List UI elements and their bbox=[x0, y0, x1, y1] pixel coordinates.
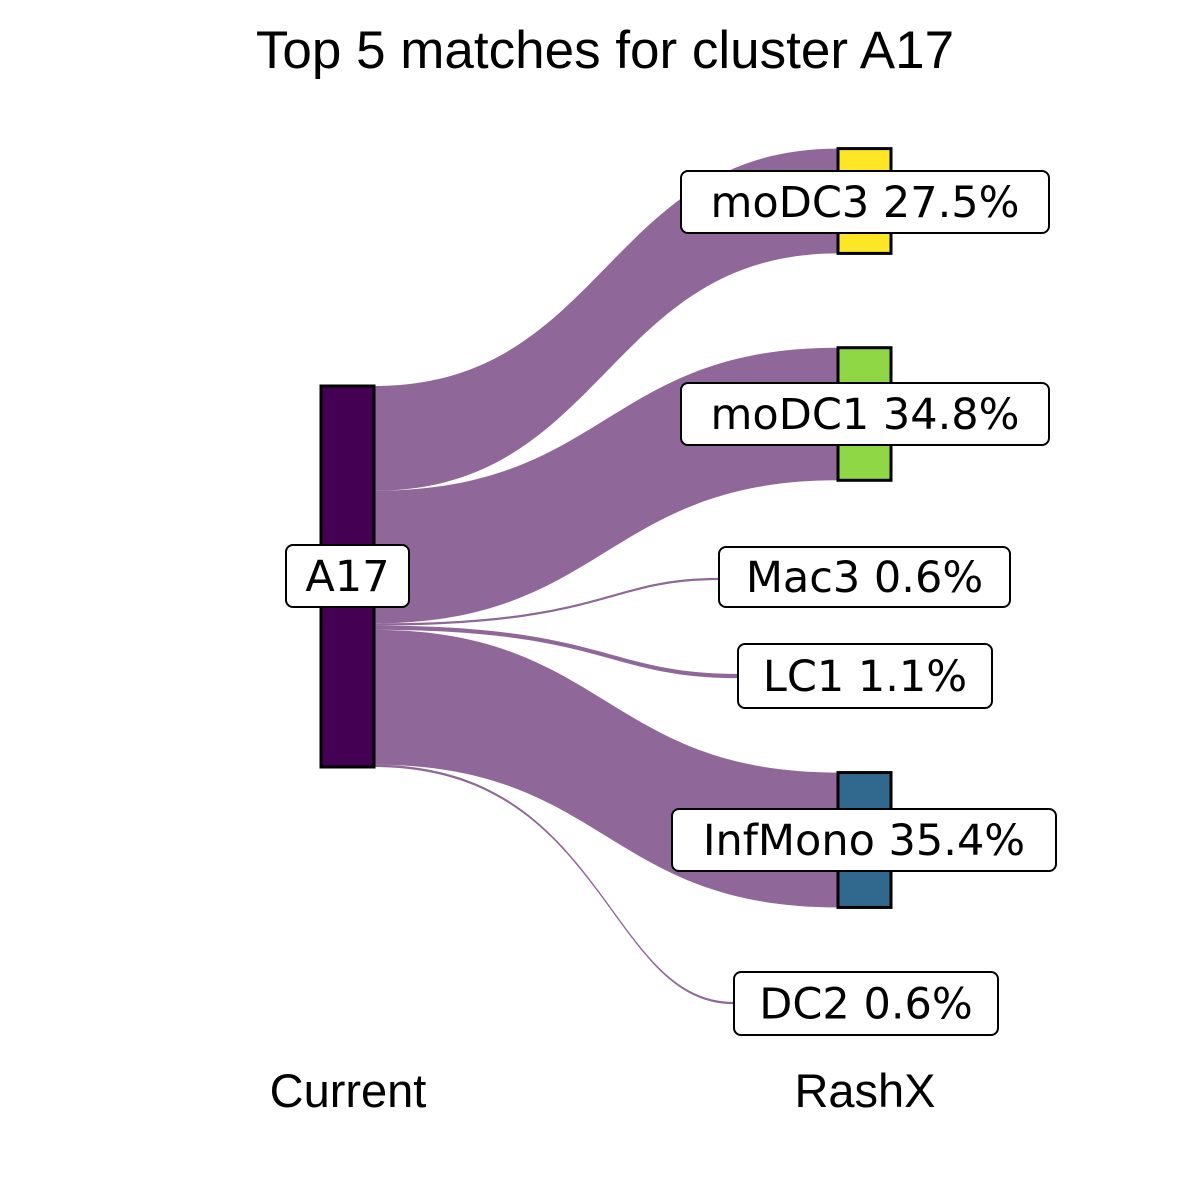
flow-mac3 bbox=[374, 577, 719, 626]
label-text-dc2: DC2 0.6% bbox=[759, 980, 972, 1030]
label-modc3: moDC3 27.5% bbox=[680, 170, 1050, 234]
label-box-modc1 bbox=[680, 382, 1050, 446]
label-text-lc1: LC1 1.1% bbox=[763, 652, 967, 702]
label-text-mac3: Mac3 0.6% bbox=[746, 553, 983, 603]
label-box-a17 bbox=[285, 544, 410, 608]
label-infmono: InfMono 35.4% bbox=[671, 808, 1057, 872]
label-text-infmono: InfMono 35.4% bbox=[703, 816, 1025, 866]
flow-modc3 bbox=[374, 148, 838, 491]
label-box-dc2 bbox=[733, 971, 999, 1036]
label-box-modc3 bbox=[680, 170, 1050, 234]
label-a17: A17 bbox=[285, 544, 410, 608]
label-dc2: DC2 0.6% bbox=[733, 971, 999, 1036]
flow-lc1 bbox=[374, 625, 738, 679]
label-layer: A17 moDC3 27.5% moDC1 34.8% Mac3 0.6% LC1 1.… bbox=[285, 170, 1057, 1036]
label-mac3: Mac3 0.6% bbox=[718, 546, 1011, 608]
axis-label-right: RashX bbox=[794, 1064, 935, 1117]
label-box-lc1 bbox=[737, 643, 993, 709]
axis-label-left: Current bbox=[270, 1064, 427, 1117]
label-text-a17: A17 bbox=[305, 552, 389, 602]
label-text-modc1: moDC1 34.8% bbox=[711, 390, 1020, 440]
label-lc1: LC1 1.1% bbox=[737, 643, 993, 709]
label-box-infmono bbox=[671, 808, 1057, 872]
label-text-modc3: moDC3 27.5% bbox=[711, 178, 1020, 228]
chart-title: Top 5 matches for cluster A17 bbox=[256, 21, 954, 80]
label-box-mac3 bbox=[718, 546, 1011, 608]
label-modc1: moDC1 34.8% bbox=[680, 382, 1050, 446]
